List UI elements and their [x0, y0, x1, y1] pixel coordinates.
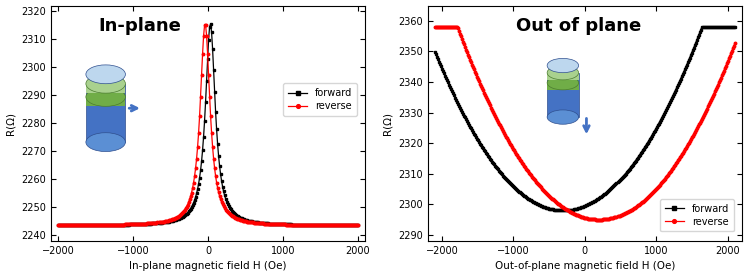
X-axis label: In-plane magnetic field H (Oe): In-plane magnetic field H (Oe) — [129, 261, 286, 271]
reverse — [201, 24, 210, 27]
Legend: forward, reverse: forward, reverse — [283, 83, 358, 116]
Legend: forward, reverse: forward, reverse — [660, 199, 734, 232]
Line: forward: forward — [57, 23, 359, 227]
reverse — [552, 200, 561, 204]
forward — [432, 53, 441, 56]
reverse — [595, 218, 604, 221]
reverse — [100, 223, 109, 227]
forward — [326, 224, 335, 227]
forward — [559, 209, 568, 212]
Text: Out of plane: Out of plane — [515, 17, 641, 35]
Line: reverse: reverse — [57, 24, 359, 227]
Line: forward: forward — [434, 26, 736, 212]
reverse — [353, 224, 362, 227]
forward — [233, 215, 242, 218]
reverse — [352, 224, 361, 227]
forward — [307, 223, 316, 227]
forward — [206, 22, 215, 26]
Y-axis label: R(Ω): R(Ω) — [5, 112, 16, 135]
Line: reverse: reverse — [434, 26, 736, 221]
reverse — [175, 214, 184, 217]
reverse — [81, 224, 90, 227]
reverse — [729, 44, 738, 47]
reverse — [54, 224, 63, 227]
forward — [54, 224, 63, 227]
forward — [232, 214, 241, 217]
forward — [705, 25, 714, 29]
reverse — [457, 37, 466, 41]
reverse — [169, 217, 178, 220]
reverse — [546, 195, 555, 198]
forward — [610, 184, 619, 187]
forward — [430, 50, 439, 53]
reverse — [551, 199, 560, 203]
reverse — [731, 41, 740, 45]
Y-axis label: R(Ω): R(Ω) — [382, 112, 393, 135]
reverse — [476, 84, 485, 88]
X-axis label: Out-of-plane magnetic field H (Oe): Out-of-plane magnetic field H (Oe) — [494, 261, 675, 271]
reverse — [174, 214, 183, 217]
forward — [699, 25, 708, 29]
forward — [615, 179, 624, 182]
forward — [684, 58, 693, 61]
forward — [609, 185, 618, 188]
forward — [353, 224, 362, 227]
forward — [731, 25, 740, 29]
forward — [55, 224, 64, 227]
forward — [238, 217, 247, 220]
reverse — [453, 25, 462, 29]
reverse — [430, 25, 439, 29]
Text: In-plane: In-plane — [98, 17, 181, 35]
